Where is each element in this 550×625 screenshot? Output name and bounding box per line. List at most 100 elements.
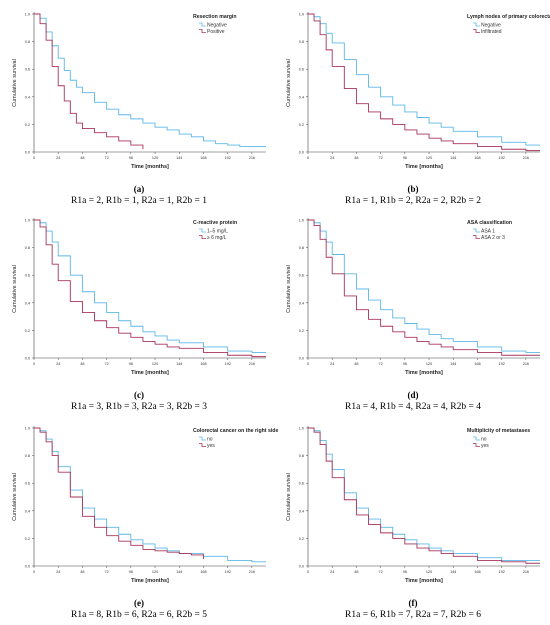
- x-tick-label: 0: [307, 570, 309, 574]
- x-tick-label: 120: [152, 570, 158, 574]
- x-tick-label: 0: [307, 362, 309, 366]
- x-tick-label: 48: [354, 362, 358, 366]
- x-tick-label: 144: [450, 362, 456, 366]
- panel-label-d: (d): [407, 390, 419, 400]
- y-axis-label: Cumulative survival: [12, 59, 18, 107]
- y-tick-label: 0.4: [299, 95, 304, 99]
- x-tick-label: 24: [56, 362, 60, 366]
- y-axis-label: Cumulative survival: [12, 265, 18, 313]
- km-chart-b: 0.0 0.2 0.4 0.6 0.8 1.0 0 24 48 72 96 120 144 168 192 2…: [286, 12, 550, 170]
- x-tick-label: 168: [200, 362, 206, 366]
- legend-swatch: [199, 29, 206, 33]
- y-tick-label: 0.8: [25, 246, 30, 250]
- x-tick-label: 72: [379, 570, 383, 574]
- panel-caption-e: R1a = 8, R1b = 6, R2a = 6, R2b = 5: [71, 610, 207, 620]
- x-tick-label: 48: [80, 156, 84, 160]
- legend-entry-label: Infiltrated: [481, 29, 502, 35]
- x-axis-label: Time [months]: [405, 370, 443, 376]
- km-panel-e: 0.0 0.2 0.4 0.6 0.8 1.0 0 24 48 72 96 120 144 168 192 2…: [4, 416, 278, 620]
- survival-curve-1: [34, 427, 266, 563]
- x-axis-label: Time [months]: [405, 578, 443, 584]
- legend-entry-label: yes: [207, 443, 215, 449]
- legend-swatch: [473, 235, 480, 239]
- x-tick-label: 120: [426, 156, 432, 160]
- x-tick-label: 96: [403, 156, 407, 160]
- legend-entry-label: Positive: [207, 29, 225, 35]
- x-tick-label: 96: [129, 156, 133, 160]
- y-tick-label: 0.0: [299, 565, 304, 569]
- x-tick-label: 72: [379, 156, 383, 160]
- legend-title: Resection margin: [193, 14, 237, 20]
- x-tick-label: 24: [56, 156, 60, 160]
- survival-curve-2: [308, 13, 540, 152]
- x-tick-label: 168: [474, 570, 480, 574]
- legend-entry-label: yes: [481, 443, 489, 449]
- x-tick-label: 72: [105, 570, 109, 574]
- y-tick-label: 1.0: [25, 427, 30, 431]
- panel-label-e: (e): [134, 598, 144, 608]
- x-tick-label: 144: [176, 362, 182, 366]
- x-tick-label: 96: [129, 570, 133, 574]
- km-panel-a: 0.0 0.2 0.4 0.6 0.8 1.0 0 24 48 72 96 120 144 168 192 2…: [4, 2, 274, 206]
- y-tick-label: 0.0: [299, 357, 304, 361]
- y-tick-label: 0.2: [25, 329, 30, 333]
- x-tick-label: 144: [450, 156, 456, 160]
- x-tick-label: 120: [152, 362, 158, 366]
- x-axis-label: Time [months]: [131, 370, 169, 376]
- y-tick-label: 1.0: [299, 13, 304, 17]
- survival-curve-2: [308, 427, 540, 564]
- legend-entry-label: no: [481, 437, 487, 443]
- y-tick-label: 0.0: [25, 151, 30, 155]
- x-tick-label: 216: [249, 570, 255, 574]
- y-tick-label: 0.0: [25, 357, 30, 361]
- legend-swatch: [199, 443, 206, 447]
- x-tick-label: 96: [403, 570, 407, 574]
- y-tick-label: 0.2: [25, 123, 30, 127]
- legend-title: Colorectal cancer on the right side: [193, 428, 278, 434]
- panel-label-a: (a): [133, 184, 145, 194]
- x-tick-label: 24: [330, 570, 334, 574]
- y-tick-label: 0.4: [299, 301, 304, 305]
- y-tick-label: 0.6: [299, 482, 304, 486]
- y-tick-label: 0.0: [299, 151, 304, 155]
- km-chart-a: 0.0 0.2 0.4 0.6 0.8 1.0 0 24 48 72 96 120 144 168 192 2…: [12, 12, 266, 170]
- panel-label-f: (f): [408, 598, 418, 608]
- x-tick-label: 216: [523, 362, 529, 366]
- x-tick-label: 144: [176, 570, 182, 574]
- survival-curve-1: [308, 13, 540, 146]
- x-tick-label: 120: [152, 156, 158, 160]
- panel-caption-f: R1a = 6, R1b = 7, R2a = 7, R2b = 6: [345, 610, 481, 620]
- x-tick-label: 24: [330, 362, 334, 366]
- legend-swatch: [199, 436, 206, 441]
- legend-title: C-reactive protein: [193, 220, 237, 226]
- x-tick-label: 168: [474, 156, 480, 160]
- x-tick-label: 120: [426, 362, 432, 366]
- y-tick-label: 1.0: [299, 427, 304, 431]
- x-tick-label: 168: [200, 156, 206, 160]
- x-tick-label: 0: [307, 156, 309, 160]
- survival-curve-1: [34, 13, 266, 147]
- survival-curve-2: [308, 219, 540, 356]
- x-tick-label: 144: [450, 570, 456, 574]
- y-tick-label: 0.6: [25, 274, 30, 278]
- legend-title: ASA classification: [467, 220, 512, 226]
- y-tick-label: 1.0: [299, 219, 304, 223]
- x-tick-label: 192: [224, 362, 230, 366]
- y-tick-label: 0.4: [25, 301, 30, 305]
- legend-swatch: [473, 443, 480, 447]
- y-tick-label: 0.0: [25, 565, 30, 569]
- legend-swatch: [473, 22, 480, 27]
- panel-caption-b: R1a = 1, R1b = 2, R2a = 2, R2b = 2: [345, 196, 481, 206]
- x-tick-label: 0: [33, 570, 35, 574]
- legend-swatch: [473, 228, 480, 233]
- y-tick-label: 0.6: [299, 68, 304, 72]
- y-axis-label: Cumulative survival: [12, 473, 18, 521]
- legend-entry-label: ASA 2 or 3: [481, 235, 505, 241]
- legend-entry-label: ≥ 6 mg/L: [207, 235, 227, 241]
- x-tick-label: 0: [33, 156, 35, 160]
- y-tick-label: 0.6: [299, 274, 304, 278]
- panel-label-c: (c): [134, 390, 144, 400]
- y-tick-label: 0.8: [299, 246, 304, 250]
- x-tick-label: 192: [498, 156, 504, 160]
- km-chart-c: 0.0 0.2 0.4 0.6 0.8 1.0 0 24 48 72 96 120 144 168 192 2…: [12, 218, 266, 376]
